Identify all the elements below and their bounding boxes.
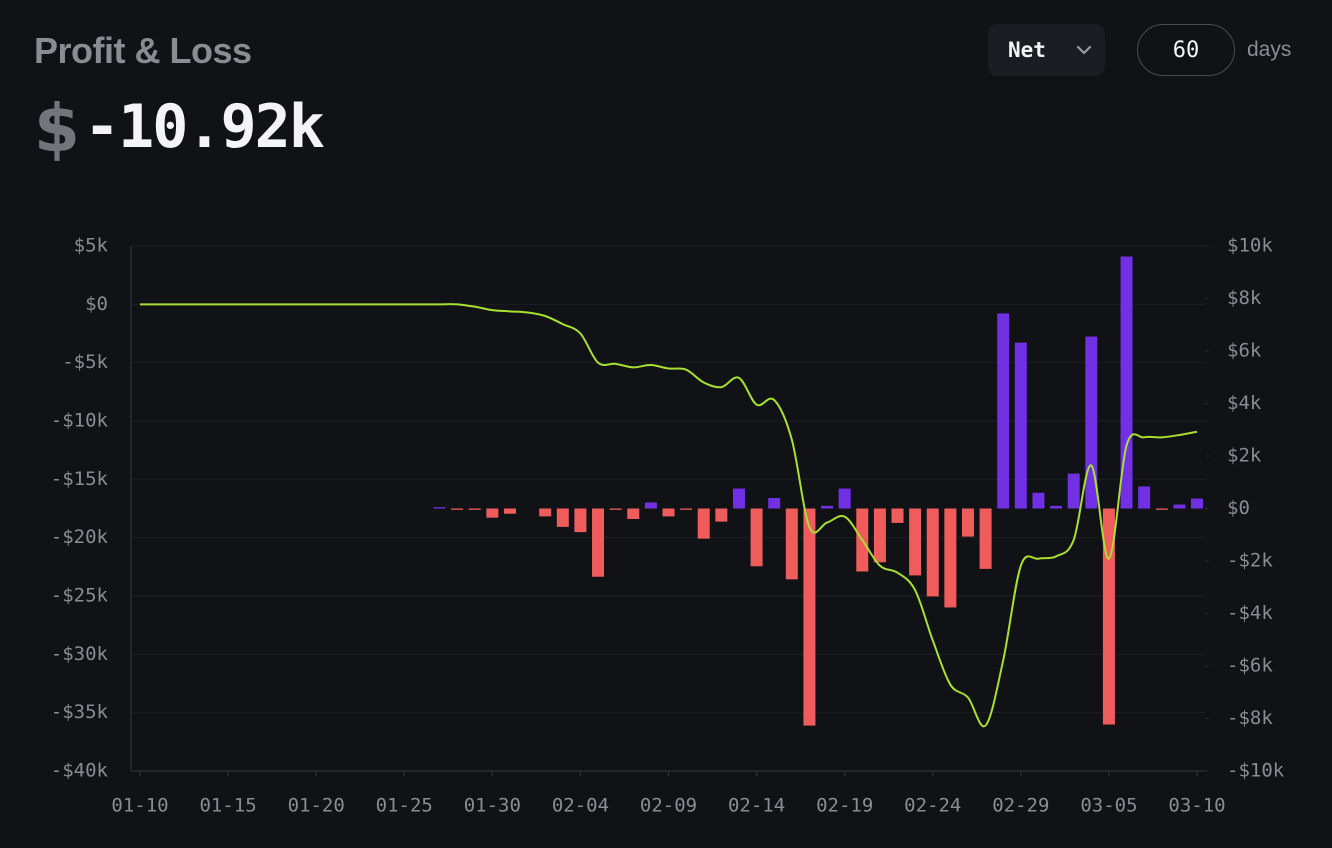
y2-tick-label: $2k [1227,445,1262,467]
bar [451,508,464,510]
y2-tick-label: -$8k [1227,707,1273,729]
bar [1102,508,1115,725]
bar [1155,508,1168,510]
bar [821,505,834,509]
currency-symbol: $ [34,90,80,167]
bar [873,508,886,563]
x-tick-label: 01-10 [111,795,168,817]
bar [1014,342,1027,509]
chevron-icon [1076,45,1092,55]
y2-tick-label: -$4k [1227,602,1273,624]
bar [556,508,569,527]
y-tick-label: -$30k [51,643,109,665]
days-value: 60 [1172,38,1200,63]
title: Profit & Loss [34,30,252,71]
bar [1032,492,1045,509]
bar [486,508,499,518]
bar [627,508,640,519]
bar [768,498,781,509]
bar [433,507,446,509]
bar [803,508,816,726]
bar [1085,336,1098,509]
bar [1050,505,1063,509]
x-tick-label: 01-20 [288,795,345,817]
bar [1191,498,1203,509]
days-input[interactable]: 60 [1137,24,1235,76]
bar [1173,504,1186,509]
line [140,303,1198,728]
bar [891,508,904,523]
y-tick-label: -$20k [51,526,109,548]
bar [909,508,922,576]
x-tick-label: 02-14 [728,795,785,817]
y2-tick-label: $4k [1227,392,1262,414]
x-tick-label: 01-25 [376,795,433,817]
bar [609,508,622,510]
y-tick-label: -$5k [62,351,108,373]
bar [680,508,693,510]
bar [592,508,605,577]
x-tick-label: 02-04 [552,795,609,817]
bar [732,488,745,509]
x-tick-label: 02-29 [992,795,1049,817]
bar [662,508,675,517]
x-tick-label: 02-24 [904,795,961,817]
y2-tick-label: $10k [1227,235,1273,257]
y2-tick-label: -$6k [1227,655,1273,677]
x-tick-label: 01-30 [464,795,521,817]
y-tick-label: -$25k [51,585,109,607]
bar [838,488,851,509]
bar [503,508,516,514]
x-tick-label: 02-09 [640,795,697,817]
x-tick-label: 03-10 [1168,795,1225,817]
bar [574,508,587,533]
bar [997,313,1010,509]
y-tick-label: -$40k [51,760,109,782]
mode-label: Net [1008,38,1046,62]
bar [539,508,552,517]
bar [1067,473,1080,509]
bar [961,508,974,537]
bar [1138,486,1151,509]
x-tick-label: 02-19 [816,795,873,817]
y2-tick-label: $0 [1227,497,1250,519]
y-tick-label: $0 [85,293,108,315]
y-tick-label: -$15k [51,468,109,490]
bar [785,508,798,580]
bar [1120,256,1133,509]
bar [926,508,939,597]
y2-tick-label: $6k [1227,340,1262,362]
x-tick-label: 03-05 [1080,795,1137,817]
y-tick-label: -$35k [51,701,109,723]
bar [715,508,728,522]
bar [468,508,481,510]
mode-dropdown[interactable]: Net [988,24,1105,76]
total-value: -10.92k [84,92,325,162]
bar [979,508,992,569]
y2-tick-label: -$10k [1227,760,1285,782]
bar [944,508,957,608]
y-tick-label: -$10k [51,410,109,432]
bar [644,502,657,509]
days-unit: days [1247,38,1292,61]
y2-tick-label: -$2k [1227,550,1273,572]
x-tick-label: 01-15 [199,795,256,817]
y2-tick-label: $8k [1227,287,1262,309]
bar [697,508,710,539]
bar [750,508,763,567]
y-tick-label: $5k [74,235,109,257]
